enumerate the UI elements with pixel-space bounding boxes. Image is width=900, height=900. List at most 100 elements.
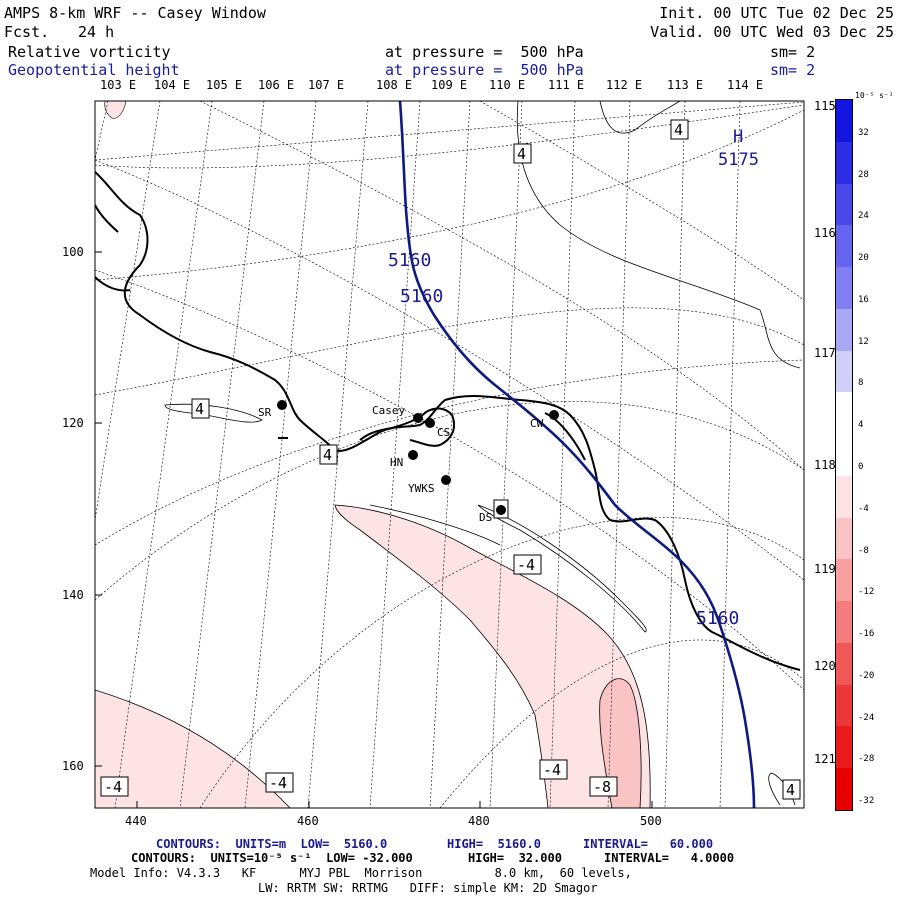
physics-info: LW: RRTM SW: RRTMG DIFF: simple KM: 2D S… [258,881,598,895]
lon-label: 114 E [727,78,764,92]
height-contour-high: HIGH= 5160.0 [447,837,541,851]
high-marker: H [733,127,743,147]
colorbar-level: -12 [858,587,875,598]
vort-label: 4 [323,446,332,464]
vort-label: 4 [786,781,795,799]
x-tick-label: 440 [125,814,147,828]
init-time: Init. 00 UTC Tue 02 Dec 25 [659,4,894,22]
vort-label: -4 [269,774,287,792]
field2-level: at pressure = 500 hPa [385,61,584,79]
colorbar-segment [836,267,852,309]
graticule [95,101,804,808]
station-label: YWKS [408,482,435,495]
colorbar-segment [836,100,852,142]
height-label: 5160 [696,608,739,629]
vort-label: -4 [543,761,561,779]
colorbar-segment [836,642,852,685]
colorbar-level: -4 [858,503,869,514]
colorbar-unit: 10⁻⁵ s⁻¹ [855,91,894,100]
colorbar-level: -32 [858,796,875,807]
colorbar-segment [836,601,852,643]
valid-time: Valid. 00 UTC Wed 03 Dec 25 [650,23,894,41]
y-tick-label: 100 [62,245,84,259]
colorbar-level: 0 [858,462,864,472]
model-info: Model Info: V4.3.3 KF MYJ PBL Morrison 8… [90,866,632,880]
field1-smoothing: sm= 2 [770,43,816,61]
vorticity-contour-high: HIGH= 32.000 [468,851,562,865]
colorbar-level: 8 [858,378,864,389]
lon-label: 103 E [100,78,137,92]
colorbar-segment [836,475,852,518]
colorbar-segment [836,768,852,811]
plot-frame [94,100,805,809]
lon-label: 109 E [431,78,468,92]
station-marker [408,450,418,460]
colorbar-level: 28 [858,169,869,180]
station-label: Casey [372,404,405,417]
vorticity-contour-info: CONTOURS: UNITS=10⁻⁵ s⁻¹ LOW= -32.000 [131,851,413,865]
colorbar-segment [836,559,852,602]
colorbar-level: 20 [858,253,869,264]
colorbar-level: 16 [858,294,869,305]
vort-label: 4 [195,400,204,418]
station-label: HN [390,456,403,469]
colorbar-segment [836,308,852,351]
station-marker [413,413,423,423]
height-contour-interval: INTERVAL= 60.000 [583,837,714,851]
height-contour-info: CONTOURS: UNITS=m LOW= 5160.0 [156,837,388,851]
vorticity-shade-neg4-southwest [95,689,291,808]
colorbar [835,99,853,811]
coastline [95,171,801,671]
colorbar-level: -28 [858,754,875,765]
colorbar-level: 12 [858,336,869,347]
lon-label: 110 E [489,78,526,92]
height-label: 5160 [388,250,431,271]
lon-label: 112 E [606,78,643,92]
vorticity-contour-interval: INTERVAL= 4.0000 [604,851,735,865]
station-marker [549,410,559,420]
station-marker [425,418,435,428]
lon-label: 108 E [376,78,413,92]
high-value: 5175 [718,150,759,170]
vort-label: -4 [104,778,122,796]
y-tick-label: 120 [62,416,84,430]
lon-label: 113 E [667,78,704,92]
colorbar-level: -16 [858,629,875,640]
vort-label: 4 [517,145,526,163]
station-marker [496,505,506,515]
station-marker [441,475,451,485]
colorbar-segment [836,392,852,435]
x-tick-label: 460 [297,814,319,828]
vort-label: 4 [674,121,683,139]
colorbar-level: 24 [858,211,869,222]
colorbar-segment [836,517,852,560]
station-label: CS [437,426,450,439]
forecast-label: Fcst. [4,23,50,41]
colorbar-segment [836,350,852,393]
x-tick-label: 480 [468,814,490,828]
lon-label: 111 E [548,78,585,92]
colorbar-segment [836,183,852,226]
vort-label: -8 [593,778,611,796]
vorticity-shade-topleft [104,101,127,119]
vorticity-labels: 4 4 4 4 4 -4 -4 -4 -4 -8 [100,119,801,800]
field1-name: Relative vorticity [8,43,171,61]
axis-ticks [95,251,653,808]
height-label: 5160 [400,286,443,307]
colorbar-segment [836,684,852,727]
colorbar-level: -8 [858,545,869,556]
lon-label: 107 E [308,78,345,92]
x-tick-label: 500 [640,814,662,828]
field2-name: Geopotential height [8,61,180,79]
height-contour-5160 [398,101,756,808]
colorbar-segment [836,141,852,184]
colorbar-segment [836,434,852,476]
colorbar-level: -20 [858,670,875,681]
field2-smoothing: sm= 2 [770,61,816,79]
map-title: AMPS 8-km WRF -- Casey Window [4,4,266,22]
field1-level: at pressure = 500 hPa [385,43,584,61]
colorbar-level: -24 [858,712,875,723]
station-label: DS [479,511,492,524]
colorbar-level: 32 [858,127,869,138]
